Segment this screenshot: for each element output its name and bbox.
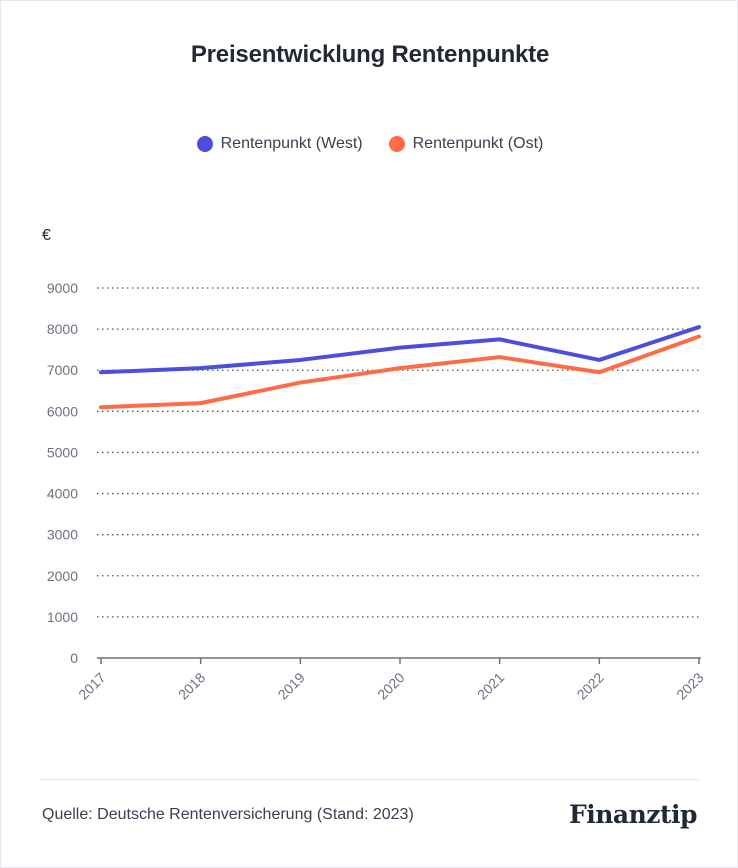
- y-tick-label-6000: 6000: [47, 403, 78, 419]
- footer-divider: [41, 779, 699, 780]
- legend-item-west[interactable]: Rentenpunkt (West): [196, 135, 363, 153]
- legend-dot-west: [196, 136, 213, 152]
- x-tick-label-2022: 2022: [574, 669, 607, 702]
- x-tick-label-2017: 2017: [75, 669, 108, 702]
- chart-legend: Rentenpunkt (West) Rentenpunkt (Ost): [1, 135, 738, 153]
- x-tick-label-2019: 2019: [275, 669, 308, 702]
- y-tick-label-2000: 2000: [47, 568, 78, 584]
- line-chart: € 0100020003000400050006000700080009000 …: [42, 227, 707, 703]
- legend-label-ost: Rentenpunkt (Ost): [412, 135, 544, 152]
- series-line-west[interactable]: [99, 325, 701, 375]
- legend-label-west: Rentenpunkt (West): [220, 135, 363, 152]
- x-tick-label-2021: 2021: [474, 669, 507, 702]
- brand-logo: Finanztip: [568, 800, 698, 829]
- series-lines: [99, 325, 701, 410]
- y-tick-label-1000: 1000: [47, 609, 78, 625]
- y-tick-label-8000: 8000: [47, 321, 78, 337]
- legend-item-ost[interactable]: Rentenpunkt (Ost): [388, 135, 544, 153]
- x-tick-label-2023: 2023: [673, 669, 706, 702]
- y-tick-label-5000: 5000: [47, 444, 78, 460]
- y-axis-unit-label: €: [42, 227, 51, 244]
- x-tick-label-2018: 2018: [175, 669, 208, 702]
- grid-lines: [97, 287, 701, 618]
- source-note: Quelle: Deutsche Rentenversicherung (Sta…: [42, 806, 414, 823]
- y-tick-label-9000: 9000: [47, 280, 78, 296]
- chart-title: Preisentwicklung Rentenpunkte: [190, 41, 550, 68]
- y-tick-label-0: 0: [70, 650, 78, 666]
- series-line-ost[interactable]: [99, 334, 701, 410]
- x-tick-label-2020: 2020: [374, 669, 407, 702]
- y-axis-ticks: 0 1000 2000 3000 4000 5000 6000 7000 8000 9000: [47, 280, 78, 666]
- y-tick-label-4000: 4000: [47, 486, 78, 502]
- x-axis: 2017 2018 2019 2020 2021 2022 2023: [75, 657, 707, 703]
- y-tick-label-7000: 7000: [47, 362, 78, 378]
- y-tick-label-3000: 3000: [47, 527, 78, 543]
- legend-dot-ost: [388, 136, 405, 152]
